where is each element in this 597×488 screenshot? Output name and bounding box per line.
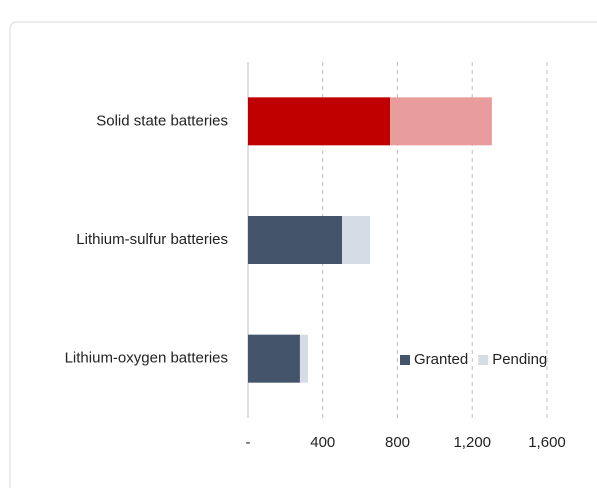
x-tick-label: 800 (385, 434, 410, 451)
legend-swatch (478, 355, 489, 365)
x-tick-label: - (246, 434, 251, 451)
y-tick-label: Solid state batteries (96, 112, 228, 129)
legend-label: Granted (414, 351, 468, 368)
bar-segment (248, 334, 300, 383)
x-tick-label: 400 (310, 434, 335, 451)
bar-segment (248, 216, 342, 264)
bar-segment (390, 97, 492, 146)
legend-label: Pending (492, 351, 547, 368)
bar-segment (248, 97, 391, 146)
bar-segment (299, 334, 308, 383)
x-tick-label: 1,200 (453, 434, 491, 451)
chart-frame (9, 21, 597, 488)
x-tick-label: 1,600 (528, 434, 566, 451)
y-tick-label: Lithium-sulfur batteries (76, 231, 228, 248)
bar-segment (341, 216, 371, 264)
y-tick-label: Lithium-oxygen batteries (65, 350, 228, 367)
legend-swatch (400, 355, 410, 365)
